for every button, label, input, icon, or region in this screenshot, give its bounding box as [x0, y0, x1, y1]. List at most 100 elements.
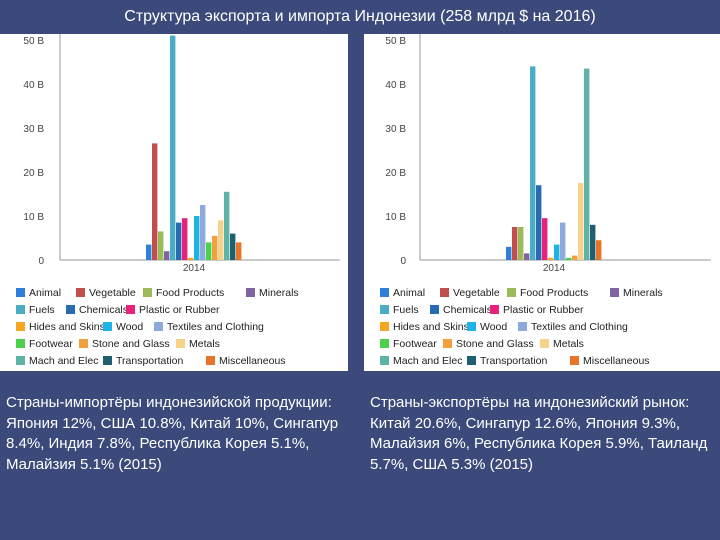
bar-metals	[218, 220, 224, 260]
legend-label: Hides and Skins	[393, 321, 469, 333]
legend-swatch	[440, 287, 449, 297]
legend-label: Food Products	[520, 287, 589, 299]
legend-swatch	[246, 287, 255, 297]
bar-chemicals	[176, 222, 182, 260]
legend-swatch	[610, 287, 619, 297]
legend-item: Mach and Elec	[16, 354, 98, 368]
legend-item: Minerals	[246, 286, 299, 300]
legend-swatch	[570, 355, 579, 365]
bar-chemicals	[536, 185, 542, 260]
legend-item: Plastic or Rubber	[126, 303, 220, 317]
legend-swatch	[103, 355, 112, 365]
legend-swatch	[16, 355, 25, 365]
legend-label: Animal	[393, 287, 426, 299]
legend-item: Miscellaneous	[206, 354, 286, 368]
legend-label: Textiles and Clothing	[531, 321, 628, 333]
export-chart-panel: 0 10 B 20 B 30 B 40 B 50 B 2014 Animal Vegetabl…	[0, 34, 348, 371]
legend-item: Vegetable	[76, 286, 136, 300]
legend-label: Miscellaneous	[583, 355, 650, 367]
bar-mach-and-elec	[224, 191, 230, 260]
legend-swatch	[143, 287, 152, 297]
legend-item: Textiles and Clothing	[154, 320, 264, 334]
bar-metals	[578, 183, 584, 260]
legend-swatch	[79, 338, 88, 348]
bar-minerals	[524, 253, 530, 260]
legend-label: Fuels	[29, 304, 55, 316]
legend-item: Miscellaneous	[570, 354, 650, 368]
legend-item: Minerals	[610, 286, 663, 300]
importers-text: Страны-импортёры индонезийской продукции…	[6, 393, 356, 475]
legend-item: Animal	[380, 286, 425, 300]
legend-item: Textiles and Clothing	[518, 320, 628, 334]
legend-item: Fuels	[380, 303, 419, 317]
bar-wood	[194, 216, 200, 260]
importers-heading: Страны-импортёры индонезийской продукции…	[6, 394, 332, 411]
legend-swatch	[380, 287, 389, 297]
bar-footwear	[566, 257, 572, 260]
legend-label: Hides and Skins	[29, 321, 105, 333]
legend-item: Wood	[467, 320, 507, 334]
legend-item: Stone and Glass	[443, 337, 534, 351]
legend-label: Plastic or Rubber	[503, 304, 584, 316]
export-bar-chart: 0 10 B 20 B 30 B 40 B 50 B 2014	[23, 34, 340, 274]
caption-area: Страны-импортёры индонезийской продукции…	[0, 371, 720, 540]
legend-label: Animal	[29, 287, 62, 299]
legend-swatch	[16, 287, 25, 297]
slide-title: Структура экспорта и импорта Индонезии (…	[0, 0, 720, 34]
legend-label: Wood	[116, 321, 144, 333]
legend-item: Fuels	[16, 303, 55, 317]
bar-plastic-or-rubber	[182, 218, 188, 260]
legend-swatch	[380, 304, 389, 314]
bar-minerals	[164, 251, 170, 260]
legend-item: Animal	[16, 286, 61, 300]
importers-body: Япония 12%, США 10.8%, Китай 10%, Сингап…	[6, 414, 339, 473]
y-tick-label: 0	[38, 256, 44, 267]
legend-item: Transportation	[467, 354, 547, 368]
legend-item: Transportation	[103, 354, 183, 368]
y-tick-label: 50 B	[385, 36, 406, 47]
bar-fuels	[530, 66, 536, 261]
legend-swatch	[518, 321, 527, 331]
y-tick-label: 10 B	[23, 212, 44, 223]
legend-swatch	[467, 355, 476, 365]
bar-vegetable	[152, 143, 158, 260]
x-tick-label: 2014	[543, 263, 566, 274]
legend-label: Vegetable	[89, 287, 136, 299]
legend-label: Footwear	[393, 338, 437, 350]
legend-item: Vegetable	[440, 286, 500, 300]
legend-swatch	[103, 321, 112, 331]
exporters-body: Китай 20.6%, Сингапур 12.6%, Япония 9.3%…	[370, 414, 708, 473]
legend-item: Chemicals	[66, 303, 128, 317]
legend-swatch	[540, 338, 549, 348]
legend-swatch	[126, 304, 135, 314]
legend-item: Stone and Glass	[79, 337, 170, 351]
legend-swatch	[490, 304, 499, 314]
bar-food-products	[158, 231, 164, 260]
y-tick-label: 40 B	[385, 80, 406, 91]
legend-swatch	[467, 321, 476, 331]
legend-swatch	[176, 338, 185, 348]
y-tick-label: 50 B	[23, 36, 44, 47]
legend-label: Plastic or Rubber	[139, 304, 220, 316]
bar-food-products	[518, 227, 524, 260]
legend-swatch	[443, 338, 452, 348]
legend-label: Metals	[189, 338, 220, 350]
bar-mach-and-elec	[584, 68, 590, 260]
legend-swatch	[154, 321, 163, 331]
y-tick-label: 10 B	[385, 212, 406, 223]
exporters-text: Страны-экспортёры на индонезийский рынок…	[370, 393, 710, 475]
bar-transportation	[230, 233, 236, 260]
x-tick-label: 2014	[183, 263, 206, 274]
legend-label: Fuels	[393, 304, 419, 316]
bar-vegetable	[512, 227, 518, 260]
y-tick-label: 20 B	[23, 168, 44, 179]
bar-stone-and-glass	[212, 235, 218, 260]
import-chart-panel: 0 10 B 20 B 30 B 40 B 50 B 2014 Animal Vegetabl…	[364, 34, 712, 371]
legend-label: Stone and Glass	[92, 338, 170, 350]
legend-swatch	[380, 338, 389, 348]
legend-item: Food Products	[507, 286, 588, 300]
legend-swatch	[380, 321, 389, 331]
legend-label: Minerals	[623, 287, 663, 299]
legend-label: Stone and Glass	[456, 338, 534, 350]
import-bar-chart: 0 10 B 20 B 30 B 40 B 50 B 2014	[385, 34, 711, 274]
